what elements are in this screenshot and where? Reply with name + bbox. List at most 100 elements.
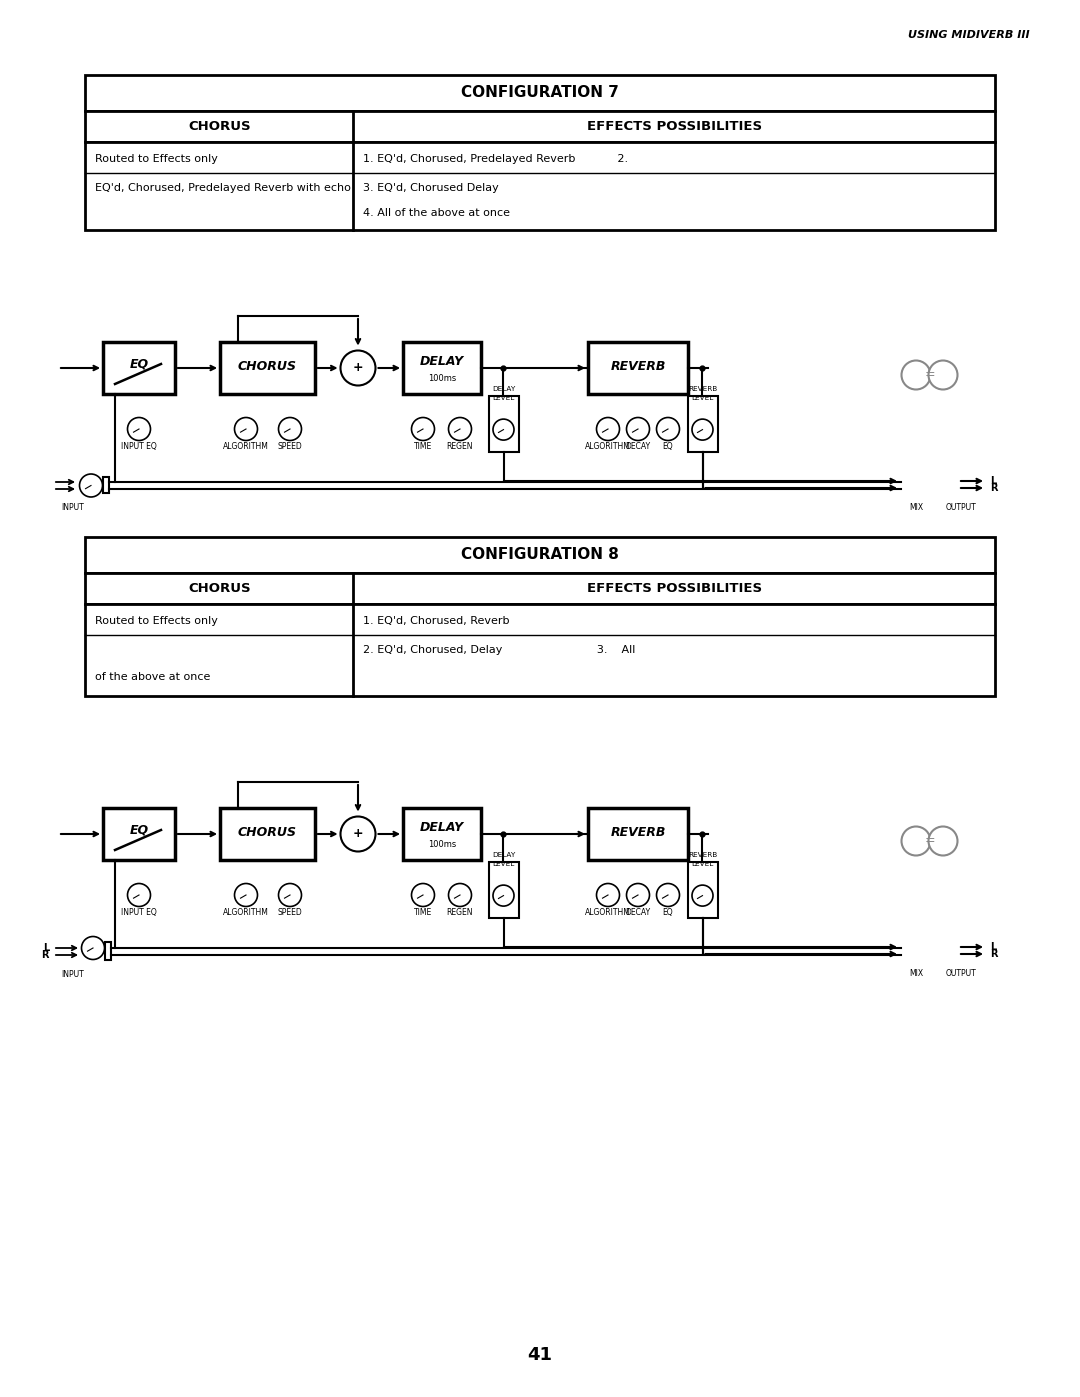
Text: R: R xyxy=(990,949,998,958)
Bar xyxy=(85,142,995,231)
Text: CONFIGURATION 7: CONFIGURATION 7 xyxy=(461,85,619,101)
Text: SPEED: SPEED xyxy=(278,908,302,916)
Bar xyxy=(103,476,109,493)
Text: EQ: EQ xyxy=(663,441,673,451)
Bar xyxy=(588,342,688,394)
Text: =: = xyxy=(924,369,935,381)
Text: DELAY: DELAY xyxy=(420,355,464,367)
Text: 1. EQ'd, Chorused, Reverb: 1. EQ'd, Chorused, Reverb xyxy=(364,616,510,626)
Bar xyxy=(85,110,995,142)
Text: EQ'd, Chorused, Predelayed Reverb with echo: EQ'd, Chorused, Predelayed Reverb with e… xyxy=(95,183,351,193)
Text: INPUT: INPUT xyxy=(62,503,84,511)
Text: LEVEL: LEVEL xyxy=(492,394,515,401)
Text: REVERB: REVERB xyxy=(610,826,665,838)
Text: =: = xyxy=(924,834,935,848)
Text: USING MIDIVERB III: USING MIDIVERB III xyxy=(908,29,1030,41)
Text: SPEED: SPEED xyxy=(278,441,302,451)
Circle shape xyxy=(340,351,376,386)
Text: EQ: EQ xyxy=(130,823,149,837)
Bar xyxy=(688,395,717,453)
Text: ALGORITHM: ALGORITHM xyxy=(224,441,269,451)
Text: L: L xyxy=(990,942,996,951)
Circle shape xyxy=(929,827,958,855)
Circle shape xyxy=(411,883,434,907)
Circle shape xyxy=(279,418,301,440)
Text: REGEN: REGEN xyxy=(447,908,473,916)
Bar xyxy=(85,536,995,573)
Circle shape xyxy=(448,883,472,907)
Text: +: + xyxy=(353,360,363,373)
Text: EFFECTS POSSIBILITIES: EFFECTS POSSIBILITIES xyxy=(586,581,761,595)
Text: +: + xyxy=(353,827,363,840)
Text: 2. EQ'd, Chorused, Delay                           3.    All: 2. EQ'd, Chorused, Delay 3. All xyxy=(364,645,636,655)
Bar xyxy=(85,604,995,696)
Circle shape xyxy=(127,418,150,440)
Text: EQ: EQ xyxy=(130,358,149,370)
Bar xyxy=(688,862,717,918)
Bar xyxy=(85,75,995,110)
Circle shape xyxy=(492,419,514,440)
Text: R: R xyxy=(990,483,998,493)
Bar xyxy=(403,342,481,394)
Text: 1. EQ'd, Chorused, Predelayed Reverb            2.: 1. EQ'd, Chorused, Predelayed Reverb 2. xyxy=(364,154,629,163)
Text: EQ: EQ xyxy=(663,908,673,916)
Bar xyxy=(103,342,175,394)
Text: INPUT EQ: INPUT EQ xyxy=(121,908,157,916)
Text: ALGORITHM: ALGORITHM xyxy=(585,441,631,451)
Circle shape xyxy=(340,816,376,852)
Text: DELAY: DELAY xyxy=(420,820,464,834)
Text: EFFECTS POSSIBILITIES: EFFECTS POSSIBILITIES xyxy=(586,120,761,133)
Circle shape xyxy=(929,360,958,390)
Circle shape xyxy=(657,883,679,907)
Circle shape xyxy=(492,886,514,907)
Bar xyxy=(488,395,518,453)
Bar xyxy=(105,942,111,960)
Text: DELAY: DELAY xyxy=(491,386,515,393)
Circle shape xyxy=(411,418,434,440)
Text: 100ms: 100ms xyxy=(428,373,456,383)
Text: CHORUS: CHORUS xyxy=(188,120,251,133)
Text: Routed to Effects only: Routed to Effects only xyxy=(95,154,218,163)
Text: MIX: MIX xyxy=(909,970,923,978)
Text: LEVEL: LEVEL xyxy=(691,394,714,401)
Text: INPUT: INPUT xyxy=(62,970,84,979)
Text: REVERB: REVERB xyxy=(688,386,717,393)
Text: MIX: MIX xyxy=(909,503,923,511)
Text: TIME: TIME xyxy=(414,908,432,916)
Text: Routed to Effects only: Routed to Effects only xyxy=(95,616,218,626)
Circle shape xyxy=(279,883,301,907)
Bar xyxy=(220,342,315,394)
Text: L: L xyxy=(990,476,996,486)
Text: CHORUS: CHORUS xyxy=(188,581,251,595)
Circle shape xyxy=(692,419,713,440)
Bar xyxy=(103,807,175,861)
Text: CONFIGURATION 8: CONFIGURATION 8 xyxy=(461,548,619,562)
Text: ALGORITHM: ALGORITHM xyxy=(224,908,269,916)
Text: DECAY: DECAY xyxy=(625,908,650,916)
Text: R: R xyxy=(41,950,49,960)
Circle shape xyxy=(81,936,105,960)
Text: 41: 41 xyxy=(527,1345,553,1363)
Circle shape xyxy=(448,418,472,440)
Circle shape xyxy=(902,360,931,390)
Bar xyxy=(220,807,315,861)
Text: L: L xyxy=(43,943,49,953)
Circle shape xyxy=(596,883,620,907)
Text: 4. All of the above at once: 4. All of the above at once xyxy=(364,208,511,218)
Text: DELAY: DELAY xyxy=(491,852,515,858)
Circle shape xyxy=(234,883,257,907)
Text: 3. EQ'd, Chorused Delay: 3. EQ'd, Chorused Delay xyxy=(364,183,499,193)
Text: REGEN: REGEN xyxy=(447,441,473,451)
Text: 100ms: 100ms xyxy=(428,840,456,848)
Text: OUTPUT: OUTPUT xyxy=(946,970,976,978)
Text: DECAY: DECAY xyxy=(625,441,650,451)
Text: INPUT EQ: INPUT EQ xyxy=(121,441,157,451)
Text: ALGORITHM: ALGORITHM xyxy=(585,908,631,916)
Bar xyxy=(403,807,481,861)
Text: TIME: TIME xyxy=(414,441,432,451)
Circle shape xyxy=(80,474,103,497)
Bar xyxy=(588,807,688,861)
Text: CHORUS: CHORUS xyxy=(238,826,297,838)
Text: of the above at once: of the above at once xyxy=(95,672,211,682)
Circle shape xyxy=(657,418,679,440)
